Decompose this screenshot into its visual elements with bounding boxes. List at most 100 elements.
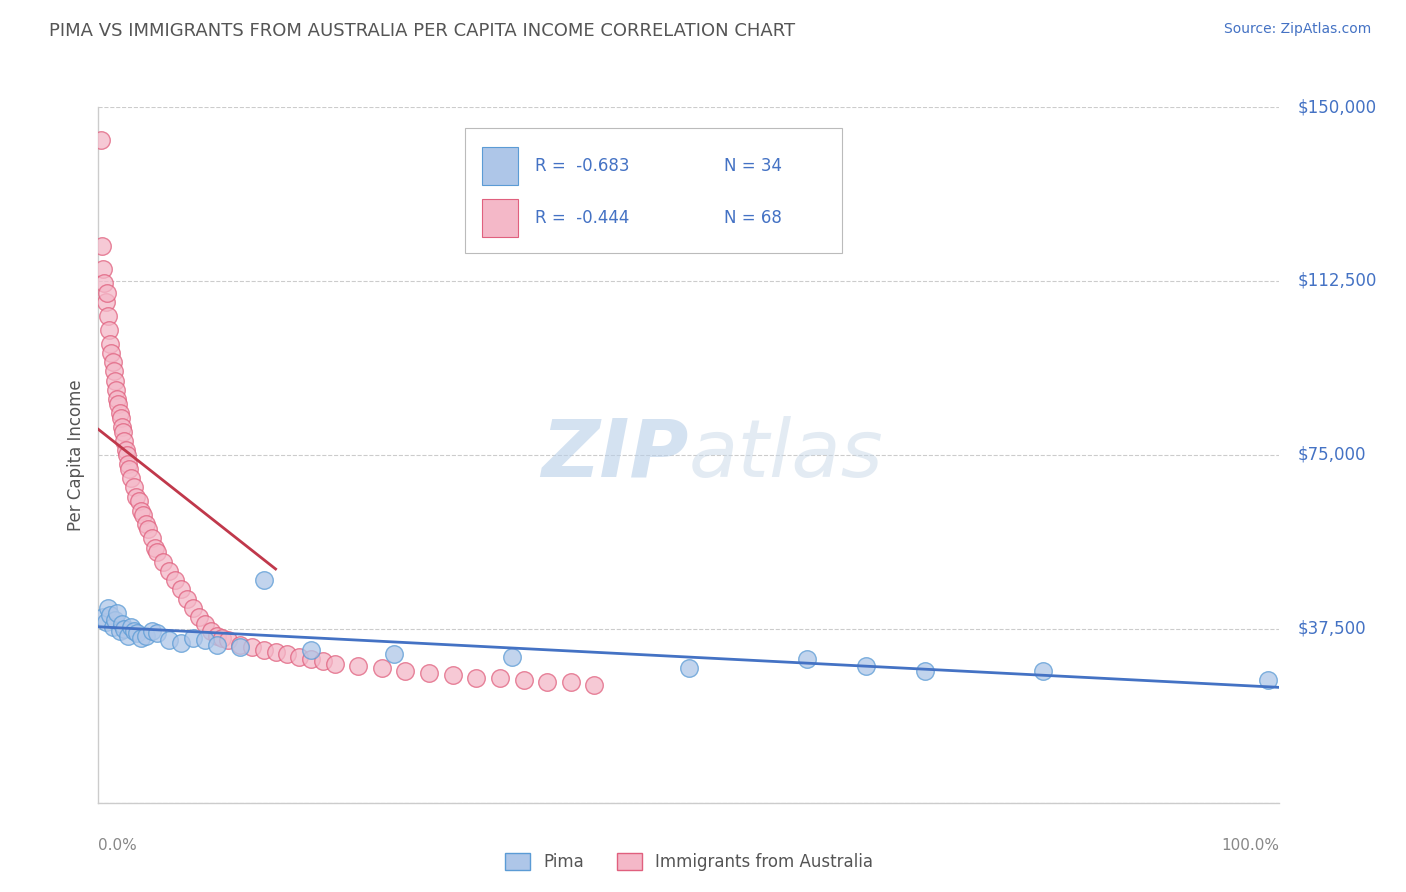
- Text: R =  -0.683: R = -0.683: [536, 157, 630, 175]
- Point: [104, 374, 127, 388]
- Point: [165, 573, 187, 587]
- Point: [253, 642, 276, 657]
- Point: [217, 633, 239, 648]
- Point: [98, 607, 121, 622]
- Text: $150,000: $150,000: [1298, 98, 1376, 116]
- Point: [157, 633, 180, 648]
- Point: [101, 619, 124, 633]
- Point: [187, 610, 209, 624]
- Point: [200, 624, 222, 639]
- Point: [382, 648, 405, 662]
- Text: 100.0%: 100.0%: [1222, 838, 1279, 853]
- Point: [512, 673, 534, 687]
- Point: [1257, 673, 1279, 687]
- Point: [135, 517, 157, 532]
- Point: [112, 434, 135, 448]
- Point: [96, 285, 118, 300]
- Point: [211, 631, 233, 645]
- Point: [157, 564, 180, 578]
- Point: [105, 392, 128, 407]
- Point: [299, 642, 322, 657]
- Point: [112, 425, 135, 439]
- Point: [194, 617, 217, 632]
- Text: Source: ZipAtlas.com: Source: ZipAtlas.com: [1223, 22, 1371, 37]
- Point: [143, 541, 166, 555]
- Point: [141, 624, 163, 639]
- Point: [111, 617, 134, 632]
- Point: [678, 661, 700, 675]
- Point: [108, 624, 131, 639]
- Point: [465, 671, 488, 685]
- Point: [240, 640, 263, 655]
- Point: [103, 364, 125, 378]
- Text: 0.0%: 0.0%: [98, 838, 138, 853]
- Point: [107, 397, 129, 411]
- Point: [288, 649, 311, 664]
- Point: [205, 629, 228, 643]
- Point: [93, 277, 115, 291]
- Point: [146, 626, 169, 640]
- Point: [129, 503, 152, 517]
- Point: [253, 573, 276, 587]
- Point: [194, 633, 217, 648]
- FancyBboxPatch shape: [482, 199, 517, 237]
- Point: [127, 626, 149, 640]
- Point: [111, 420, 134, 434]
- Point: [118, 462, 141, 476]
- Point: [536, 675, 558, 690]
- Point: [129, 631, 152, 645]
- Point: [1032, 664, 1054, 678]
- Point: [229, 638, 252, 652]
- Point: [101, 355, 124, 369]
- Point: [104, 613, 127, 627]
- Point: [489, 671, 512, 685]
- Point: [122, 624, 145, 639]
- Point: [97, 601, 120, 615]
- Point: [112, 622, 135, 636]
- Point: [205, 638, 228, 652]
- Point: [91, 610, 114, 624]
- Text: PIMA VS IMMIGRANTS FROM AUSTRALIA PER CAPITA INCOME CORRELATION CHART: PIMA VS IMMIGRANTS FROM AUSTRALIA PER CA…: [49, 22, 796, 40]
- Text: $75,000: $75,000: [1298, 446, 1365, 464]
- Text: R =  -0.444: R = -0.444: [536, 210, 630, 227]
- Point: [110, 410, 132, 425]
- Point: [501, 649, 523, 664]
- Point: [276, 648, 298, 662]
- Point: [418, 665, 440, 680]
- Point: [117, 457, 139, 471]
- Point: [914, 664, 936, 678]
- Legend: Pima, Immigrants from Australia: Pima, Immigrants from Australia: [498, 847, 880, 878]
- Point: [98, 336, 121, 351]
- Point: [181, 601, 204, 615]
- Text: N = 34: N = 34: [724, 157, 782, 175]
- Point: [125, 490, 148, 504]
- Point: [97, 309, 120, 323]
- Point: [94, 615, 117, 629]
- Point: [122, 480, 145, 494]
- Point: [105, 383, 128, 397]
- Point: [371, 661, 394, 675]
- Point: [441, 668, 464, 682]
- Point: [796, 652, 818, 666]
- Point: [94, 294, 117, 309]
- Point: [170, 636, 193, 650]
- Text: N = 68: N = 68: [724, 210, 782, 227]
- Point: [135, 629, 157, 643]
- Point: [91, 262, 114, 277]
- Text: $37,500: $37,500: [1298, 620, 1365, 638]
- Text: ZIP: ZIP: [541, 416, 689, 494]
- Point: [170, 582, 193, 597]
- Point: [98, 323, 121, 337]
- Point: [181, 631, 204, 645]
- Point: [91, 239, 114, 253]
- Point: [90, 132, 112, 146]
- Point: [394, 664, 416, 678]
- Point: [132, 508, 155, 523]
- Point: [114, 443, 136, 458]
- Point: [176, 591, 198, 606]
- Point: [299, 652, 322, 666]
- Point: [115, 448, 138, 462]
- Text: $112,500: $112,500: [1298, 272, 1376, 290]
- Point: [347, 659, 370, 673]
- Point: [105, 606, 128, 620]
